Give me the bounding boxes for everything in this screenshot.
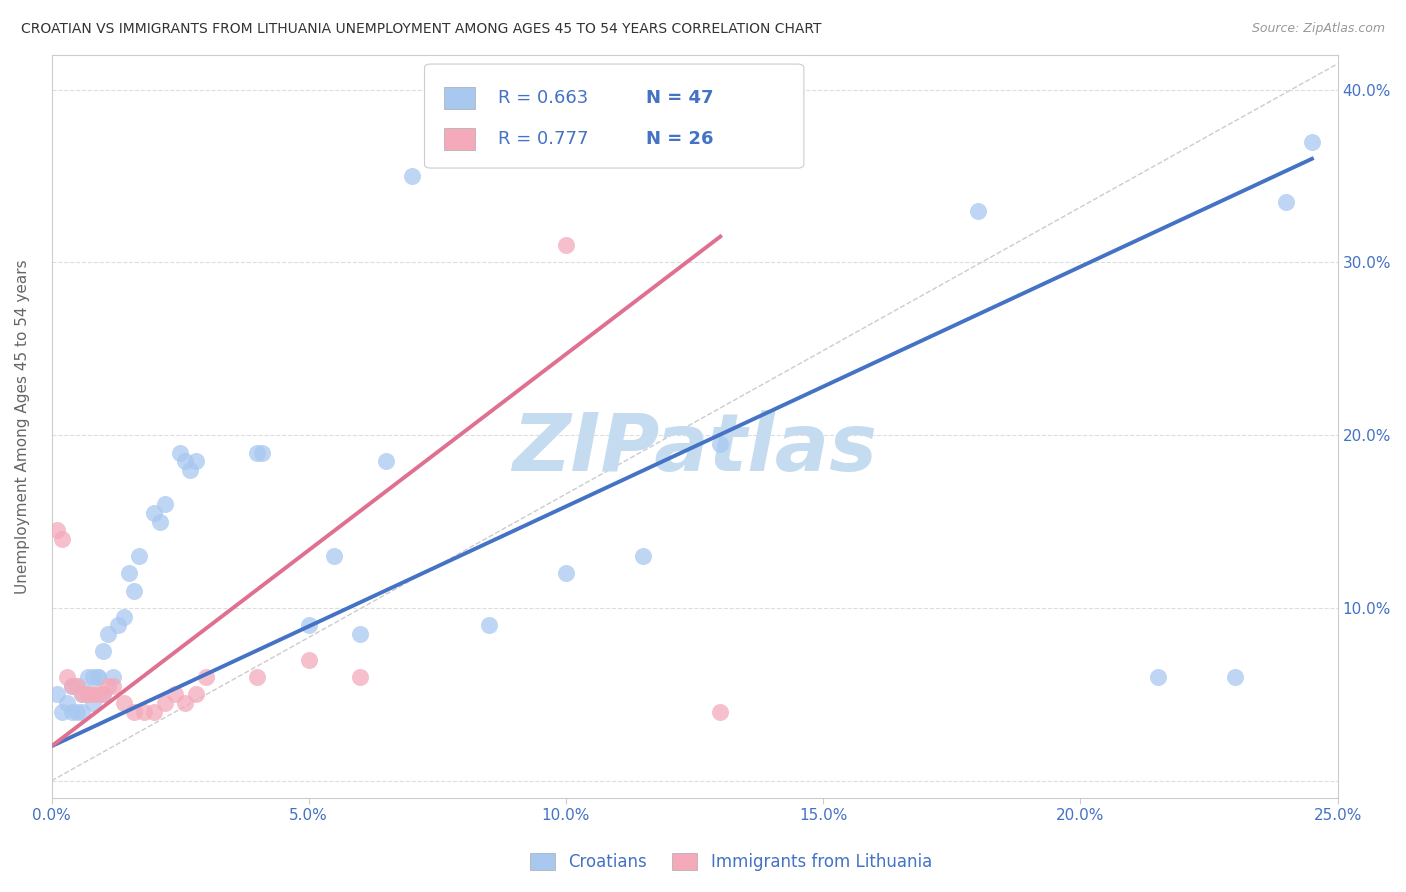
Point <box>246 445 269 459</box>
Text: R = 0.777: R = 0.777 <box>498 129 588 148</box>
Point <box>153 497 176 511</box>
Point <box>401 169 423 183</box>
Point <box>631 549 654 564</box>
Point <box>349 627 371 641</box>
Point <box>107 618 129 632</box>
Y-axis label: Unemployment Among Ages 45 to 54 years: Unemployment Among Ages 45 to 54 years <box>15 260 30 594</box>
Text: N = 26: N = 26 <box>645 129 713 148</box>
Point <box>66 679 89 693</box>
Point <box>349 670 371 684</box>
Point <box>1223 670 1246 684</box>
Point <box>1275 194 1298 209</box>
Point <box>76 687 98 701</box>
Text: R = 0.663: R = 0.663 <box>498 89 588 107</box>
Point <box>76 670 98 684</box>
Point <box>91 687 114 701</box>
Point <box>87 687 110 701</box>
Point <box>45 687 67 701</box>
Point <box>134 705 156 719</box>
Point <box>148 515 170 529</box>
Point <box>118 566 141 581</box>
Point <box>82 696 104 710</box>
Point <box>709 437 731 451</box>
FancyBboxPatch shape <box>425 64 804 168</box>
Point <box>91 687 114 701</box>
Point <box>97 679 120 693</box>
Point <box>72 687 94 701</box>
Point <box>56 670 79 684</box>
Point <box>76 687 98 701</box>
Point <box>60 679 83 693</box>
Point <box>60 705 83 719</box>
Point <box>174 454 197 468</box>
Point <box>103 670 125 684</box>
Point <box>91 644 114 658</box>
Point <box>72 705 94 719</box>
Point <box>184 687 207 701</box>
Point <box>143 506 166 520</box>
Point <box>122 705 145 719</box>
Point <box>82 670 104 684</box>
Point <box>1146 670 1168 684</box>
Point <box>966 203 988 218</box>
FancyBboxPatch shape <box>444 87 475 109</box>
Point <box>1301 135 1323 149</box>
Point <box>72 687 94 701</box>
Point <box>252 445 274 459</box>
Point <box>179 463 201 477</box>
Point <box>60 679 83 693</box>
Point <box>374 454 396 468</box>
Point <box>184 454 207 468</box>
Point <box>56 696 79 710</box>
Text: CROATIAN VS IMMIGRANTS FROM LITHUANIA UNEMPLOYMENT AMONG AGES 45 TO 54 YEARS COR: CROATIAN VS IMMIGRANTS FROM LITHUANIA UN… <box>21 22 821 37</box>
Text: Source: ZipAtlas.com: Source: ZipAtlas.com <box>1251 22 1385 36</box>
Point <box>174 696 197 710</box>
Point <box>323 549 346 564</box>
Point <box>66 679 89 693</box>
Point <box>153 696 176 710</box>
Point <box>246 670 269 684</box>
Point <box>97 627 120 641</box>
Legend: Croatians, Immigrants from Lithuania: Croatians, Immigrants from Lithuania <box>522 845 941 880</box>
Point <box>709 705 731 719</box>
Point <box>298 653 321 667</box>
Point <box>478 618 501 632</box>
Point <box>82 687 104 701</box>
Point <box>45 523 67 537</box>
Point <box>298 618 321 632</box>
Point <box>87 670 110 684</box>
Point <box>66 705 89 719</box>
Point <box>555 238 578 252</box>
Point <box>169 445 191 459</box>
Point <box>128 549 150 564</box>
Point <box>555 566 578 581</box>
Point <box>112 609 135 624</box>
Text: ZIPatlas: ZIPatlas <box>512 410 877 488</box>
Point <box>112 696 135 710</box>
Text: N = 47: N = 47 <box>645 89 713 107</box>
Point <box>163 687 186 701</box>
FancyBboxPatch shape <box>444 128 475 150</box>
Point <box>103 679 125 693</box>
Point <box>194 670 217 684</box>
Point <box>143 705 166 719</box>
Point <box>122 583 145 598</box>
Point <box>51 532 73 546</box>
Point <box>51 705 73 719</box>
Point <box>87 670 110 684</box>
